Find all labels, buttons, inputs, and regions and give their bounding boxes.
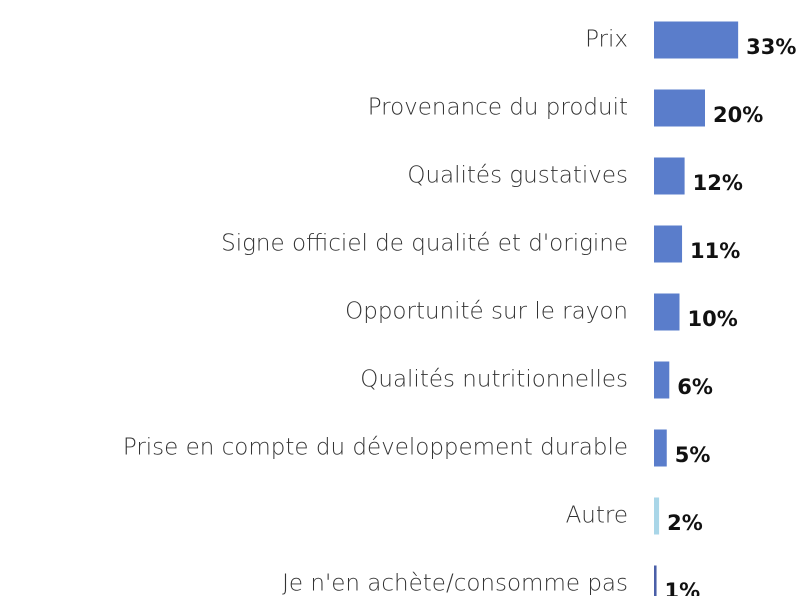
- value-label: 11%: [690, 239, 740, 263]
- value-label: 33%: [746, 35, 796, 59]
- value-label: 5%: [675, 443, 711, 467]
- bar: [654, 293, 680, 331]
- category-label: Qualités nutritionnelles: [360, 367, 628, 393]
- value-label: 1%: [665, 579, 701, 596]
- category-label: Autre: [566, 503, 628, 529]
- value-label: 10%: [688, 307, 738, 331]
- category-label: Prix: [585, 27, 628, 53]
- category-label: Qualités gustatives: [407, 163, 628, 189]
- bar: [654, 21, 739, 59]
- value-label: 20%: [713, 103, 763, 127]
- value-label: 6%: [677, 375, 713, 399]
- value-label: 2%: [667, 511, 703, 535]
- category-label: Provenance du produit: [368, 95, 628, 121]
- bar: [654, 565, 657, 596]
- bar: [654, 157, 685, 195]
- category-label: Signe officiel de qualité et d'origine: [221, 231, 628, 257]
- bar: [654, 361, 670, 399]
- bar: [654, 225, 683, 263]
- bar: [654, 89, 705, 127]
- bar: [654, 497, 660, 535]
- category-label: Je n'en achète/consomme pas: [282, 571, 628, 596]
- category-label: Opportunité sur le rayon: [345, 299, 628, 325]
- bar: [654, 429, 667, 467]
- category-label: Prise en compte du développement durable: [123, 435, 628, 461]
- value-label: 12%: [693, 171, 743, 195]
